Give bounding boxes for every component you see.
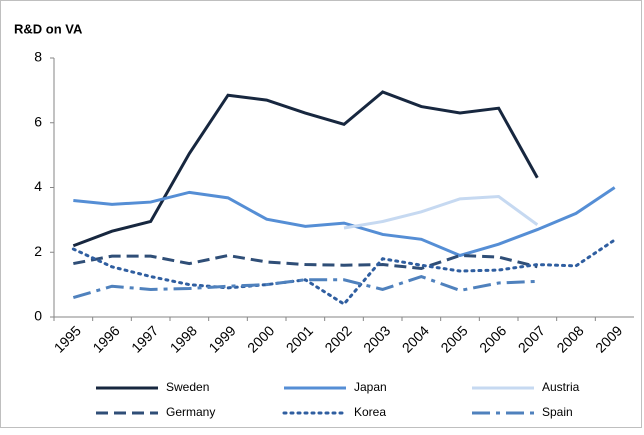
legend-label: Spain [542, 405, 573, 419]
chart-title: R&D on VA [14, 21, 83, 36]
series-line [72, 90, 539, 248]
series-line [73, 253, 538, 270]
legend-label: Japan [354, 380, 387, 394]
y-tick-label: 4 [34, 178, 42, 194]
y-tick-label: 2 [34, 243, 42, 259]
y-tick-label: 0 [34, 308, 42, 324]
legend-label: Korea [354, 405, 386, 419]
series-line [73, 186, 616, 258]
series-line [72, 274, 538, 300]
series-line [343, 195, 539, 230]
legend-label: Austria [542, 380, 580, 394]
y-tick-label: 6 [34, 113, 42, 129]
y-tick-label: 8 [34, 49, 42, 65]
legend-label: Sweden [166, 380, 209, 394]
legend-label: Germany [166, 405, 215, 419]
